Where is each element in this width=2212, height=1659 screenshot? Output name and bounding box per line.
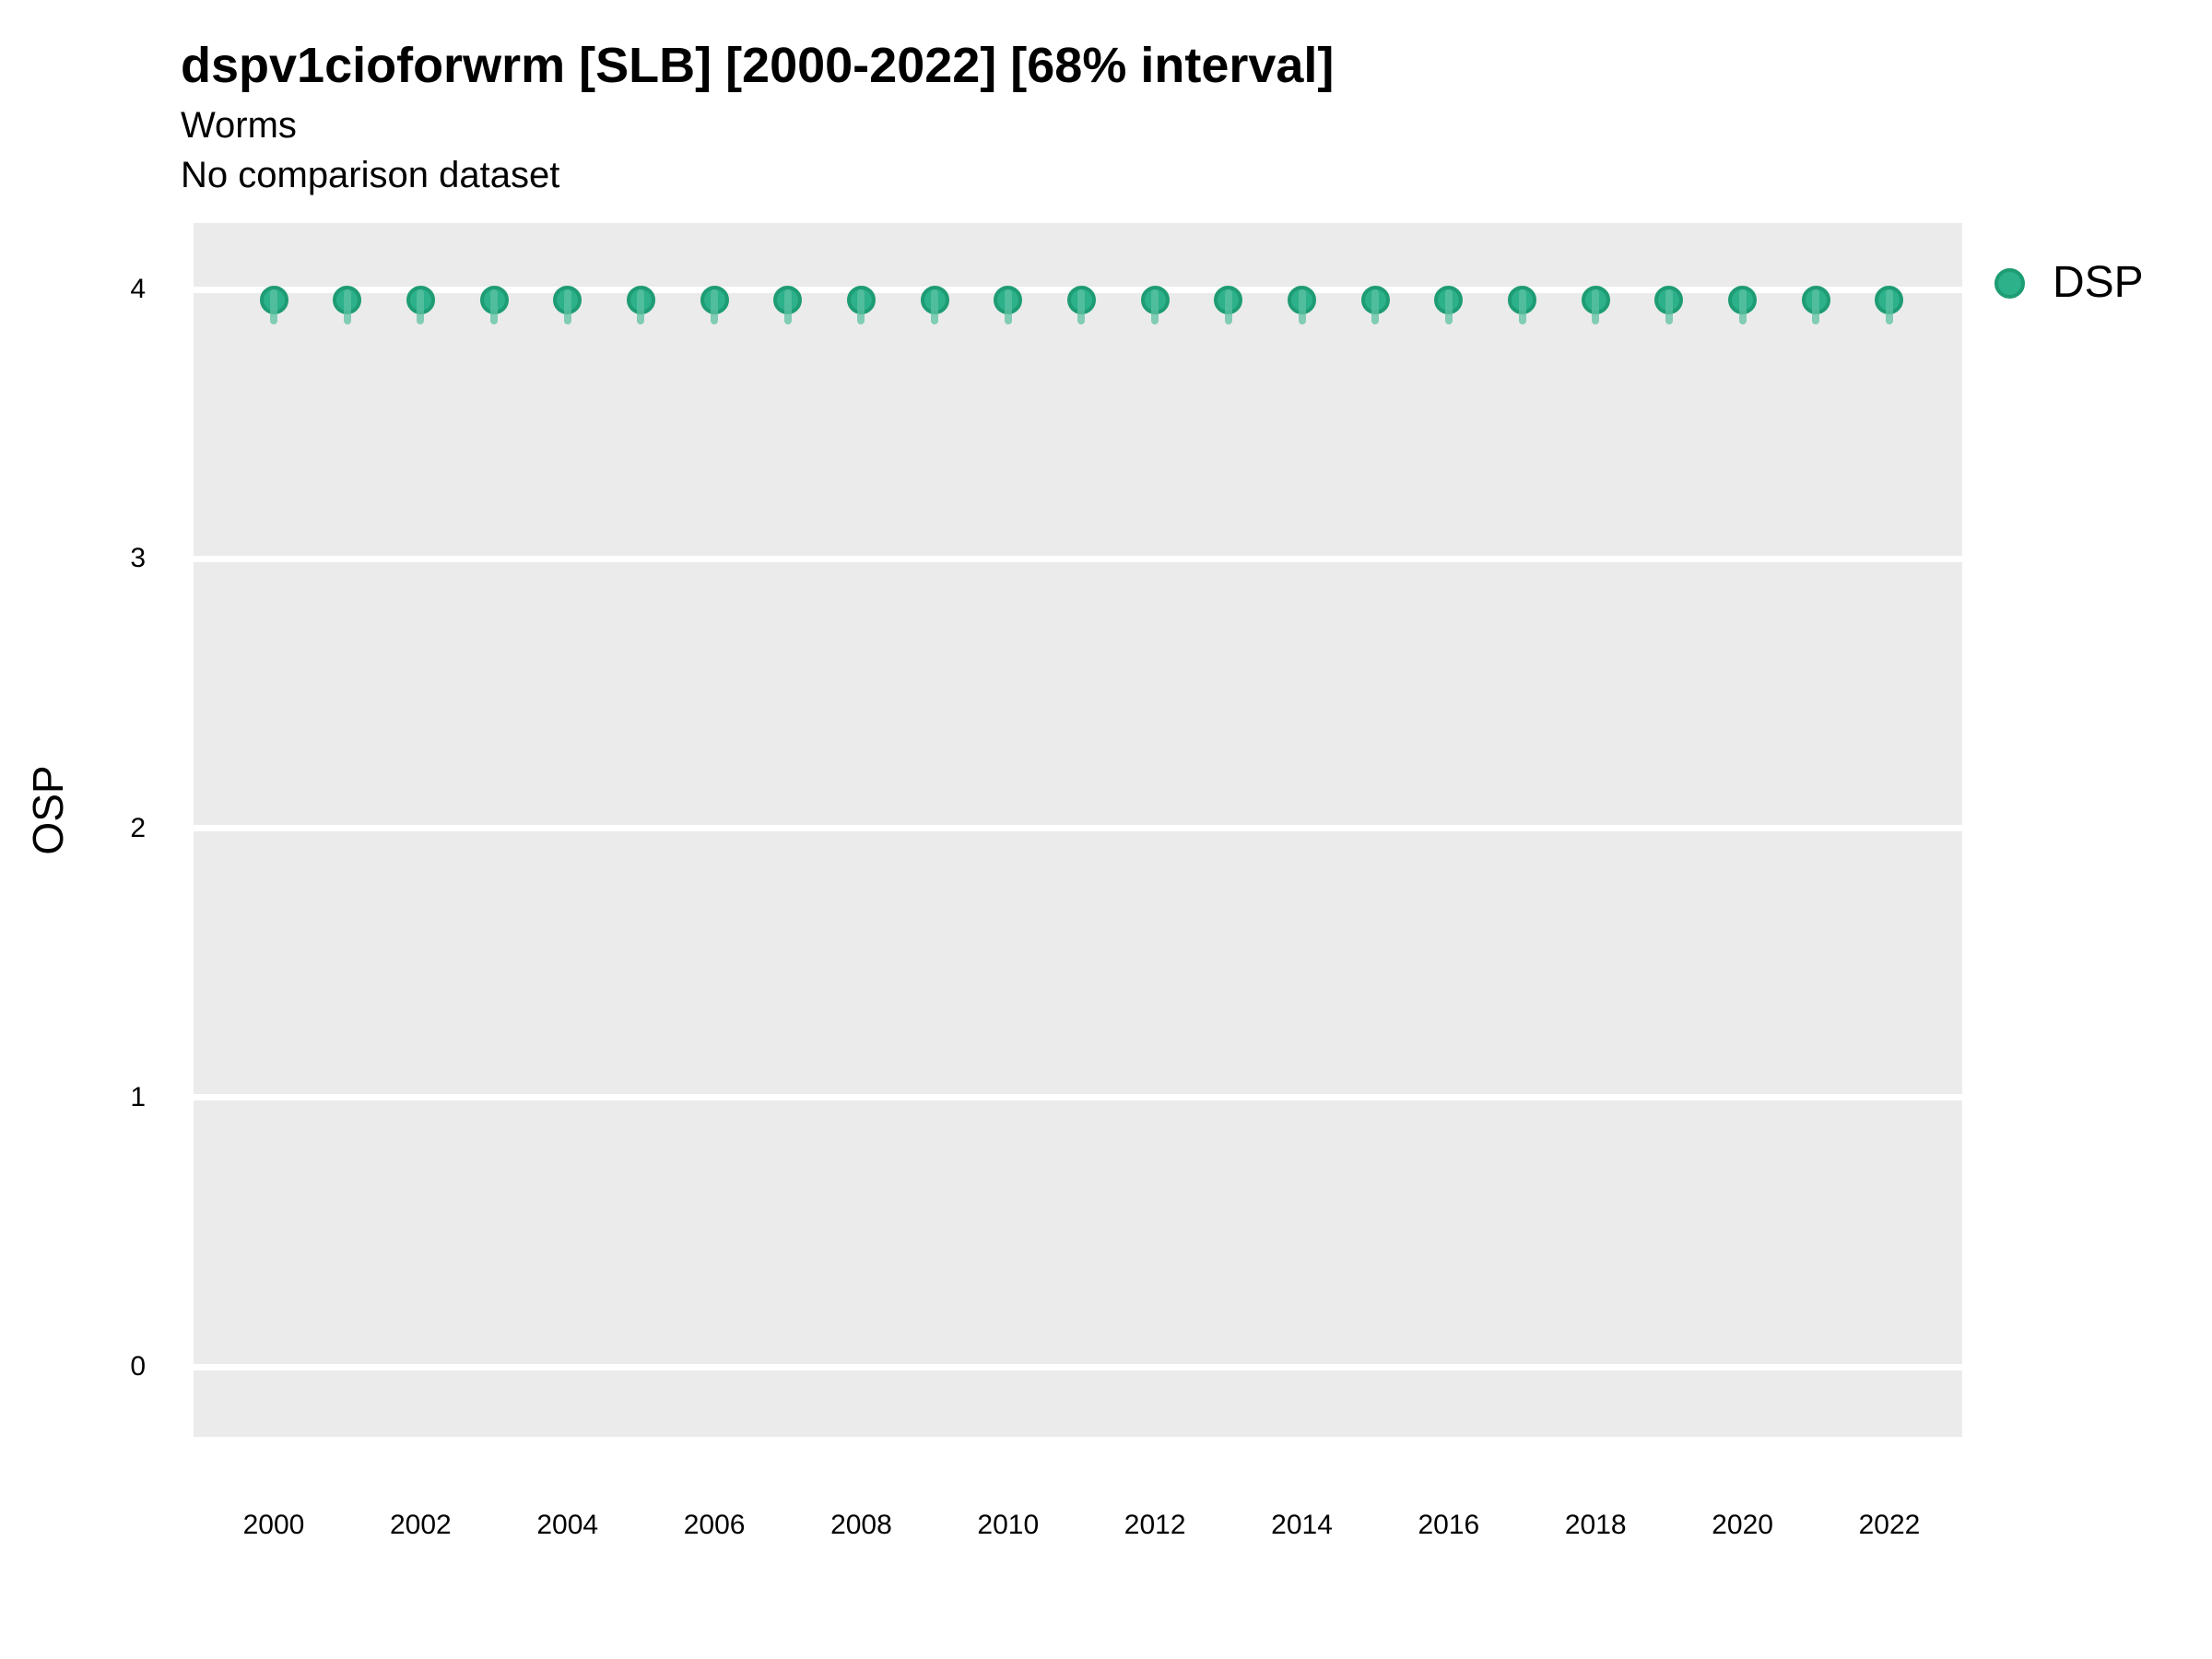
interval-bar bbox=[1592, 289, 1600, 324]
x-tick-label: 2014 bbox=[1271, 1510, 1333, 1540]
interval-bar bbox=[417, 289, 425, 324]
x-tick-label: 2012 bbox=[1124, 1510, 1186, 1540]
x-tick-label: 2018 bbox=[1564, 1510, 1627, 1540]
y-tick-label: 2 bbox=[130, 812, 146, 843]
interval-bar bbox=[1518, 289, 1526, 324]
interval-bar bbox=[343, 289, 351, 324]
chart-title: dspv1cioforwrm [SLB] [2000-2022] [68% in… bbox=[181, 38, 1335, 93]
y-tick-label: 0 bbox=[130, 1351, 146, 1382]
legend-point-icon bbox=[1994, 267, 2025, 299]
y-tick-label: 4 bbox=[130, 274, 146, 304]
x-tick-label: 2008 bbox=[830, 1510, 892, 1540]
y-tick-label: 3 bbox=[130, 543, 146, 574]
interval-bar bbox=[563, 289, 571, 324]
y-tick-label: 1 bbox=[130, 1081, 146, 1112]
interval-bar bbox=[1298, 289, 1306, 324]
interval-bar bbox=[1371, 289, 1380, 324]
interval-bar bbox=[1812, 289, 1820, 324]
interval-bar bbox=[1738, 289, 1747, 324]
interval-bar bbox=[1151, 289, 1159, 324]
interval-bar bbox=[1224, 289, 1232, 324]
interval-bar bbox=[857, 289, 865, 324]
interval-bar bbox=[637, 289, 645, 324]
interval-bar bbox=[711, 289, 719, 324]
gridline-y-1 bbox=[194, 1094, 1962, 1101]
interval-bar bbox=[270, 289, 277, 324]
legend-series-label: DSP bbox=[2053, 258, 2144, 307]
interval-bar bbox=[1885, 289, 1893, 324]
x-tick-label: 2010 bbox=[977, 1510, 1040, 1540]
x-tick-label: 2022 bbox=[1858, 1510, 1921, 1540]
gridline-y-2 bbox=[194, 825, 1962, 831]
interval-bar bbox=[1444, 289, 1453, 324]
interval-bar bbox=[1004, 289, 1012, 324]
interval-bar bbox=[783, 289, 792, 324]
interval-bar bbox=[1077, 289, 1086, 324]
legend: DSP bbox=[1994, 261, 2144, 305]
x-tick-label: 2020 bbox=[1712, 1510, 1773, 1540]
x-tick-label: 2016 bbox=[1418, 1510, 1480, 1540]
x-tick-label: 2002 bbox=[389, 1510, 452, 1540]
gridline-y-3 bbox=[194, 555, 1962, 562]
x-tick-label: 2006 bbox=[683, 1510, 746, 1540]
gridline-y-0 bbox=[194, 1363, 1962, 1371]
chart-subtitle: Worms bbox=[181, 105, 297, 146]
x-tick-label: 2004 bbox=[536, 1510, 599, 1540]
interval-bar bbox=[1665, 289, 1673, 324]
interval-bar bbox=[490, 289, 499, 324]
plot-panel bbox=[194, 223, 1962, 1437]
x-tick-label: 2000 bbox=[242, 1510, 305, 1540]
interval-bar bbox=[931, 289, 939, 324]
comparison-note: No comparison dataset bbox=[181, 155, 560, 195]
